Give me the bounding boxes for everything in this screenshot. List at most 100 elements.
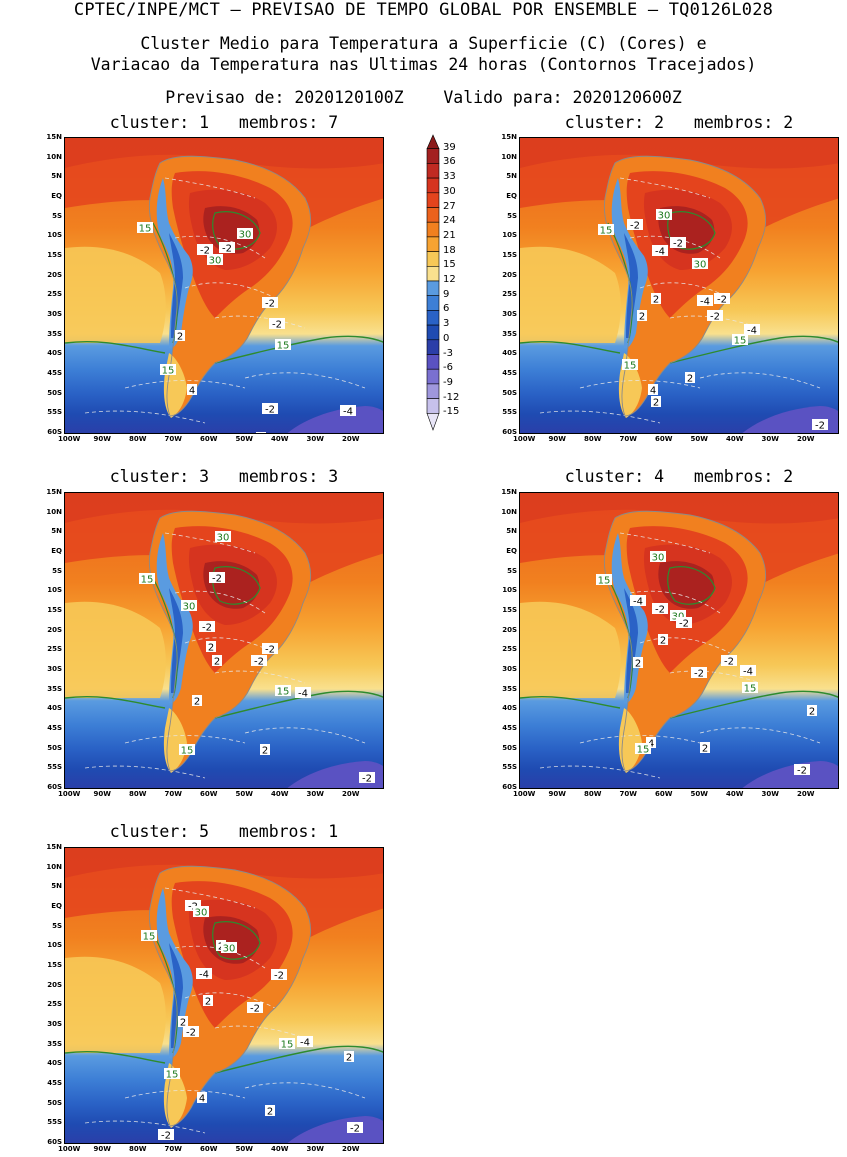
lon-tick-label: 60W xyxy=(200,1145,218,1153)
colorbar-label: 33 xyxy=(443,171,456,183)
change-contour-label: -4 xyxy=(744,324,760,337)
svg-text:-2: -2 xyxy=(250,1004,260,1015)
lat-tick-label: EQ xyxy=(506,547,517,555)
lon-tick-label: 30W xyxy=(306,435,324,443)
lon-tick-label: 30W xyxy=(761,790,779,798)
lon-tick-label: 100W xyxy=(58,790,81,798)
temperature-contour-label: 30 xyxy=(193,906,209,919)
change-contour-label: -2 xyxy=(347,1122,363,1135)
svg-text:-4: -4 xyxy=(199,970,209,981)
temperature-contour-label: 15 xyxy=(742,682,758,695)
lat-tick-label: 30S xyxy=(502,665,517,673)
lon-tick-label: 20W xyxy=(797,435,815,443)
svg-text:4: 4 xyxy=(199,1094,205,1105)
change-contour-label: -2 xyxy=(262,643,278,656)
change-contour-label: -2 xyxy=(691,667,707,680)
svg-text:-2: -2 xyxy=(212,574,222,585)
lon-tick-label: 90W xyxy=(548,435,566,443)
lat-tick-label: 25S xyxy=(47,645,62,654)
svg-text:30: 30 xyxy=(239,230,252,241)
lat-tick-label: 45S xyxy=(47,724,62,732)
lat-tick-label: 20S xyxy=(502,270,517,279)
colorbar-label: 24 xyxy=(443,215,456,227)
change-contour-label: 2 xyxy=(651,293,661,306)
lon-tick-label: 50W xyxy=(235,790,253,798)
lat-tick-label: 5S xyxy=(507,211,517,220)
svg-text:-2: -2 xyxy=(694,669,704,680)
change-contour-label: 2 xyxy=(206,641,216,654)
colorbar-segment xyxy=(426,339,440,355)
lon-tick-label: 60W xyxy=(655,790,673,798)
lat-tick-label: 35S xyxy=(502,329,517,338)
lat-tick-label: 50S xyxy=(502,388,517,397)
svg-text:2: 2 xyxy=(208,643,214,654)
colorbar-segment xyxy=(426,207,440,223)
lat-tick-label: 55S xyxy=(47,763,62,772)
lat-tick-label: 50S xyxy=(47,1098,62,1107)
lat-tick-label: 30S xyxy=(47,310,62,318)
svg-text:-2: -2 xyxy=(161,1131,171,1142)
change-contour-label: 4 xyxy=(187,384,197,397)
header-line-1: CPTEC/INPE/MCT – PREVISAO DE TEMPO GLOBA… xyxy=(73,0,774,20)
svg-text:4: 4 xyxy=(650,386,656,397)
colorbar-segment xyxy=(426,368,440,385)
svg-text:-2: -2 xyxy=(679,619,689,630)
svg-text:2: 2 xyxy=(660,636,666,647)
colorbar-label: 39 xyxy=(443,141,456,153)
svg-text:15: 15 xyxy=(598,576,611,587)
svg-text:2: 2 xyxy=(262,746,268,757)
change-contour-label: 2 xyxy=(651,396,661,409)
lat-tick-label: EQ xyxy=(51,192,62,200)
colorbar-label: 21 xyxy=(443,229,456,241)
colorbar-label: 30 xyxy=(443,185,456,197)
colorbar-label: 18 xyxy=(443,244,456,256)
change-contour-label: -4 xyxy=(740,665,756,678)
header-line-4: Previsao de: 2020120100Z Valido para: 20… xyxy=(165,88,682,107)
lon-tick-label: 30W xyxy=(761,435,779,443)
colorbar-label: 0 xyxy=(443,332,450,344)
colorbar-segment xyxy=(426,134,440,149)
lat-tick-label: 30S xyxy=(47,1020,62,1028)
lat-tick-label: 55S xyxy=(47,1118,62,1127)
colorbar-segment xyxy=(426,383,440,399)
lat-tick-label: 5N xyxy=(51,172,62,181)
change-contour-label: -2 xyxy=(158,1129,174,1142)
lat-tick-label: 45S xyxy=(502,724,517,732)
lon-tick-label: 60W xyxy=(200,435,218,443)
lon-tick-label: 70W xyxy=(164,435,182,443)
change-contour-label: -2 xyxy=(670,237,686,250)
lat-tick-label: EQ xyxy=(51,547,62,555)
panel-title-1: cluster: 1 membros: 7 xyxy=(109,113,339,132)
change-contour-label: -2 xyxy=(262,403,278,416)
colorbar-segment xyxy=(426,295,440,311)
lon-tick-label: 80W xyxy=(584,790,602,798)
lon-tick-label: 60W xyxy=(655,435,673,443)
svg-text:-4: -4 xyxy=(633,597,643,608)
svg-text:-4: -4 xyxy=(747,326,757,337)
svg-text:-2: -2 xyxy=(797,766,807,777)
colorbar-label: 15 xyxy=(443,259,456,271)
lat-tick-label: 55S xyxy=(502,763,517,772)
lat-tick-label: 10S xyxy=(502,586,517,595)
change-contour-label: 2 xyxy=(685,372,695,385)
svg-text:-4: -4 xyxy=(298,689,308,700)
lat-tick-label: 50S xyxy=(47,743,62,752)
lon-tick-label: 60W xyxy=(200,790,218,798)
temperature-contour-label: 30 xyxy=(692,258,708,271)
colorbar-label: 12 xyxy=(443,274,456,285)
temperature-contour-label: 15 xyxy=(622,359,638,372)
lat-tick-label: 50S xyxy=(502,743,517,752)
lat-tick-label: 20S xyxy=(47,625,62,634)
svg-text:2: 2 xyxy=(809,707,815,718)
svg-text:15: 15 xyxy=(637,745,650,756)
lon-tick-label: 30W xyxy=(306,1145,324,1153)
lon-tick-label: 80W xyxy=(129,1145,147,1153)
colorbar-label: 9 xyxy=(443,288,450,300)
change-contour-label: -2 xyxy=(627,219,643,232)
change-contour-label: -4 xyxy=(295,687,311,700)
temperature-contour-label: 15 xyxy=(732,334,748,347)
cluster-map-2: 30 -2 15 -2 -4 30 2 -4 -2 2 -2 -4 15 15 2 4 2 -2 xyxy=(519,137,839,434)
lat-tick-label: 15N xyxy=(46,488,62,496)
colorbar-label: -6 xyxy=(443,362,453,374)
svg-text:30: 30 xyxy=(652,553,665,564)
